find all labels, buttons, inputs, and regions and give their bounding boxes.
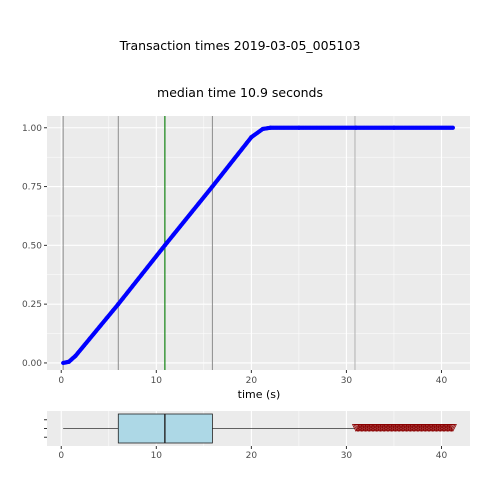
- x-tick-label: 20: [246, 376, 258, 386]
- chart-subtitle: median time 10.9 seconds: [157, 85, 323, 100]
- box-x-tick-label: 20: [246, 451, 258, 461]
- box-x-tick-label: 30: [341, 451, 353, 461]
- x-tick-label: 10: [151, 376, 163, 386]
- ecdf-panel: [47, 116, 470, 370]
- y-tick-label: 0.50: [22, 241, 42, 251]
- ecdf-point: [450, 125, 455, 130]
- boxplot-panel: [47, 411, 470, 446]
- box-x-tick-label: 10: [151, 451, 163, 461]
- x-axis-label: time (s): [238, 388, 281, 401]
- boxplot-axes: 0 10 20 30 40: [44, 419, 448, 461]
- outliers: [351, 424, 457, 432]
- x-tick-label: 0: [58, 376, 64, 386]
- y-tick-label: 1.00: [22, 124, 42, 134]
- ecdf-axes: 0 10 20 30 40 0.00 0.25 0.50 0.75 1.00: [22, 124, 448, 386]
- y-tick-label: 0.25: [22, 300, 42, 310]
- x-tick-label: 40: [436, 376, 448, 386]
- ecdf-panel-background: [47, 116, 470, 370]
- outlier-marker: [448, 424, 457, 432]
- chart-title: Transaction times 2019-03-05_005103: [119, 38, 361, 53]
- y-tick-label: 0.00: [22, 359, 42, 369]
- box-x-tick-label: 40: [436, 451, 448, 461]
- y-tick-label: 0.75: [22, 183, 42, 193]
- box-x-tick-label: 0: [58, 451, 64, 461]
- x-tick-label: 30: [341, 376, 353, 386]
- ecdf-points: [61, 125, 455, 366]
